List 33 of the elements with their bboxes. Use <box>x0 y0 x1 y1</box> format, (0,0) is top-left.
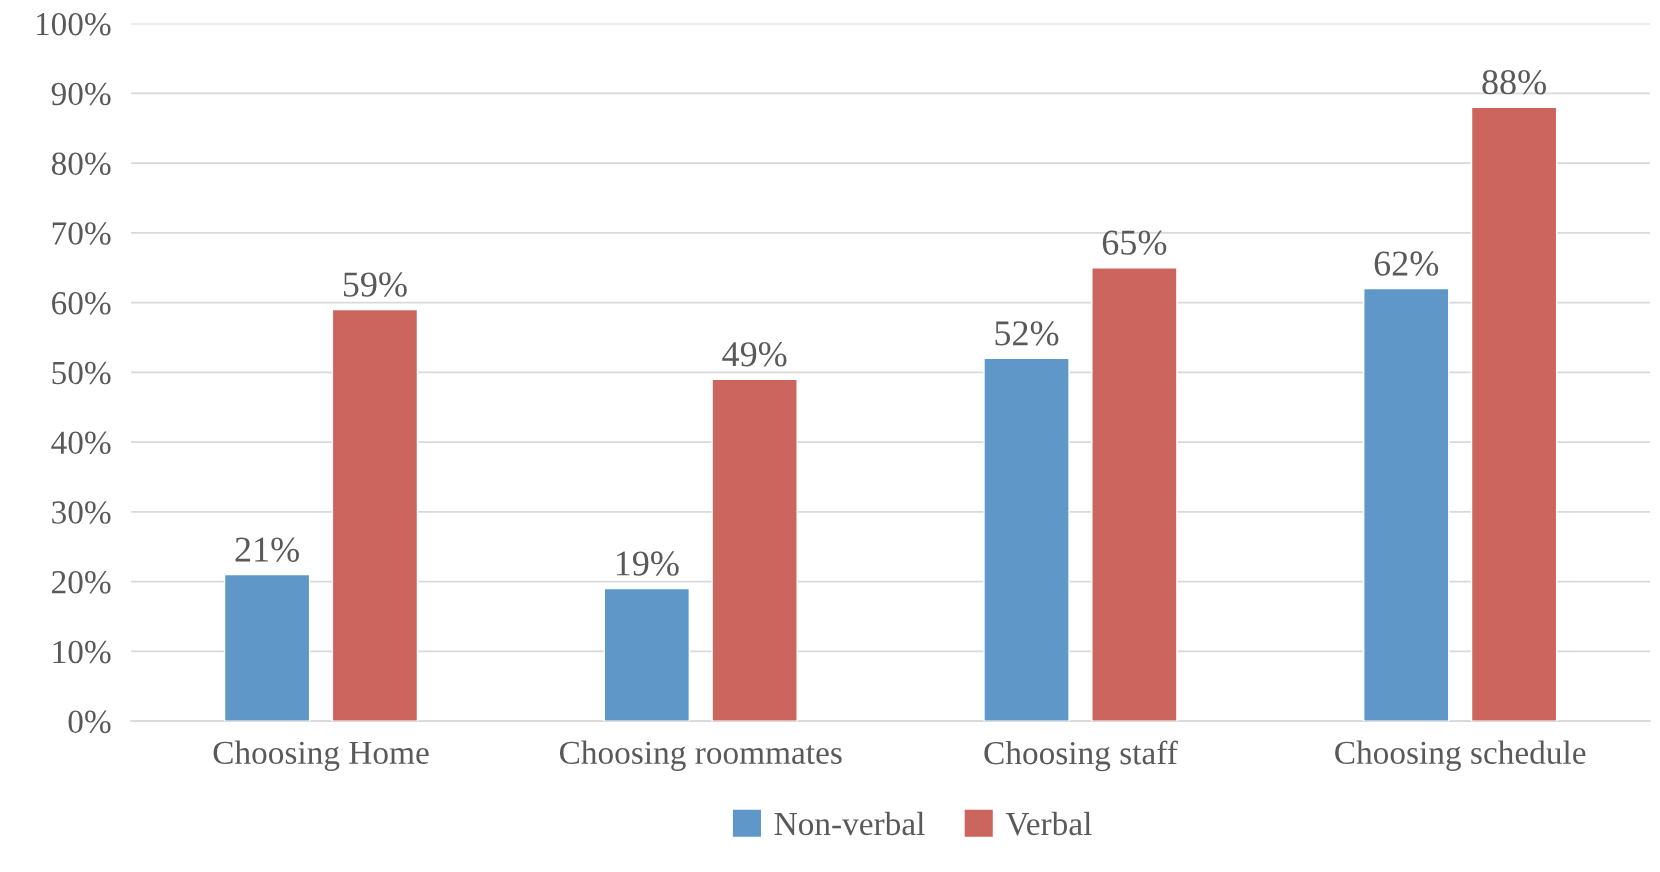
bar <box>603 587 691 722</box>
x-tick-label: Choosing roommates <box>559 740 842 771</box>
bar <box>1091 267 1178 722</box>
legend-label: Non-verbal <box>774 811 925 836</box>
y-tick-label: 100% <box>36 12 111 36</box>
y-tick-label: 0% <box>68 710 111 734</box>
bar <box>1470 106 1558 722</box>
y-tick-label: 60% <box>52 291 111 315</box>
bar <box>711 378 798 722</box>
data-label: 65% <box>1102 230 1167 255</box>
y-tick-label: 50% <box>52 361 111 385</box>
legend-label: Verbal <box>1005 811 1092 836</box>
bar <box>983 357 1070 722</box>
data-label: 88% <box>1482 70 1546 95</box>
bar <box>331 308 419 722</box>
x-tick-label: Choosing schedule <box>1335 740 1586 771</box>
data-label: 19% <box>616 551 679 576</box>
y-tick-label: 20% <box>52 571 111 594</box>
bar <box>223 573 311 722</box>
y-tick-label: 30% <box>52 501 111 524</box>
x-tick-label: Choosing staff <box>984 740 1178 772</box>
data-label: 52% <box>995 321 1059 346</box>
x-tick-label: Choosing Home <box>213 740 429 771</box>
data-label: 49% <box>722 342 787 367</box>
data-label: 62% <box>1374 251 1439 276</box>
y-tick-label: 80% <box>51 152 111 176</box>
y-tick-label: 40% <box>51 431 111 455</box>
bar <box>1363 287 1450 722</box>
y-tick-label: 90% <box>51 82 111 106</box>
data-label: 59% <box>343 272 407 297</box>
data-label: 21% <box>235 537 299 562</box>
y-tick-label: 10% <box>53 640 111 664</box>
y-tick-label: 70% <box>52 222 111 245</box>
